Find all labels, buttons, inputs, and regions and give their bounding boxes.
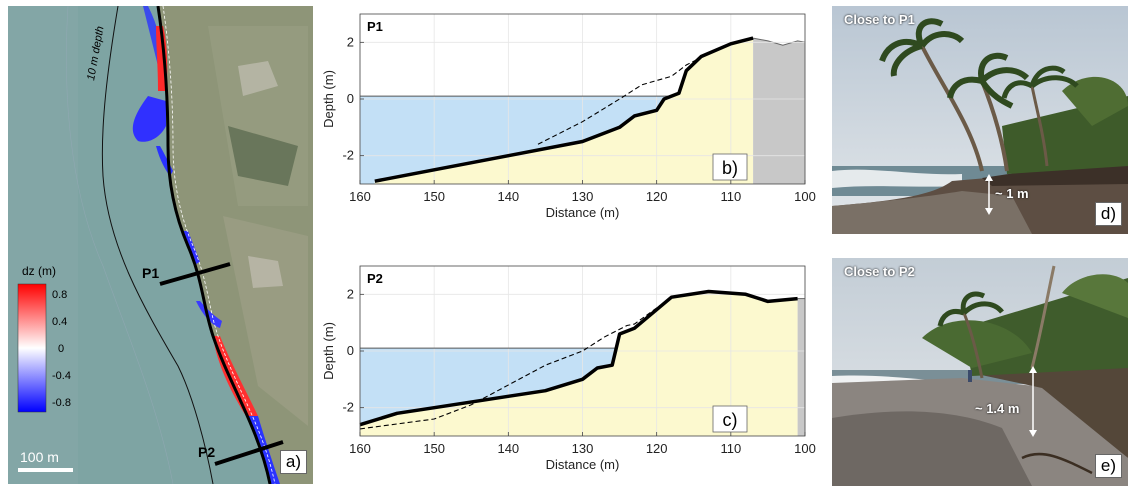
erosion-patch xyxy=(196,301,222,328)
erosion-scarp-height-p2: ~ 1.4 m xyxy=(975,401,1020,416)
erosion-patch xyxy=(183,231,200,264)
colorbar: dz (m) 0.8 0.4 0 -0.4 -0.8 xyxy=(17,264,71,413)
sand-fill xyxy=(374,38,754,184)
panel-letter: c) xyxy=(723,410,738,430)
aerial-map-panel: P1 P2 10 m depth dz (m) 0.8 0.4 0 -0.4 -… xyxy=(8,6,313,484)
panel-letter-box xyxy=(712,153,748,181)
shoreline xyxy=(156,6,272,484)
profile-label: P2 xyxy=(367,271,383,286)
x-tick-label: 150 xyxy=(423,441,445,456)
water-fill xyxy=(360,348,617,436)
panel-letter-a: a) xyxy=(279,450,307,474)
panel-letter-box xyxy=(712,405,748,433)
photo-title-p1: Close to P1 xyxy=(844,12,915,27)
beach-photo-p1 xyxy=(832,6,1128,234)
scale-bar-label: 100 m xyxy=(20,449,59,465)
colorbar-gradient xyxy=(17,283,47,413)
profile-chart-p2-svg: 160 150 140 130 120 110 100 -2 0 2 Distance (m) Dep… xyxy=(321,265,816,472)
post-storm-profile-line xyxy=(359,289,798,427)
photo-near-p2: Close to P2 ~ 1.4 m e) xyxy=(832,258,1128,486)
profile-label-p1: P1 xyxy=(142,265,159,281)
beach-photo-p2 xyxy=(832,258,1128,486)
erosion-scarp-height-p1: ~ 1 m xyxy=(995,186,1029,201)
water-fill xyxy=(360,96,672,184)
land-fill xyxy=(753,38,805,184)
profile-chart-p1: 160 150 140 130 120 110 100 -2 0 2 Distance (m) Dep… xyxy=(315,6,825,234)
profile-chart-p1-svg: 160 150 140 130 120 110 100 -2 0 2 Distance (m) Dep… xyxy=(321,13,816,220)
x-tick-label: 160 xyxy=(349,189,371,204)
y-tick-label: 2 xyxy=(347,286,354,301)
colorbar-tick: 0.8 xyxy=(52,289,67,301)
y-tick-label: 2 xyxy=(347,34,354,49)
x-tick-label: 150 xyxy=(423,189,445,204)
post-storm-profile-line xyxy=(374,36,754,183)
colorbar-title: dz (m) xyxy=(22,264,56,278)
x-tick-label: 140 xyxy=(497,441,519,456)
y-axis-label: Depth (m) xyxy=(321,322,336,380)
x-tick-label: 120 xyxy=(646,189,668,204)
y-tick-label: -2 xyxy=(342,148,354,163)
y-axis-label: Depth (m) xyxy=(321,70,336,128)
accretion-patch xyxy=(213,336,258,416)
y-tick-label: 0 xyxy=(347,91,354,106)
scale-bar-line xyxy=(18,468,73,472)
x-tick-label: 100 xyxy=(794,441,816,456)
profile-line-p1 xyxy=(159,262,231,286)
colorbar-tick: 0 xyxy=(58,343,64,355)
profile-line-p2 xyxy=(214,440,284,466)
x-tick-label: 130 xyxy=(572,441,594,456)
x-axis-label: Distance (m) xyxy=(546,457,620,472)
panel-letter-d: d) xyxy=(1094,202,1122,226)
x-tick-label: 100 xyxy=(794,189,816,204)
scale-bar: 100 m xyxy=(18,449,73,472)
profile-label: P1 xyxy=(367,19,383,34)
x-tick-label: 110 xyxy=(720,189,741,204)
y-tick-label: 0 xyxy=(347,343,354,358)
depth-contour-line xyxy=(101,6,214,484)
x-axis-label: Distance (m) xyxy=(546,205,620,220)
colorbar-tick: -0.4 xyxy=(52,370,71,382)
colorbar-tick: -0.8 xyxy=(52,397,71,409)
land-surface-line xyxy=(753,37,806,46)
x-tick-label: 160 xyxy=(349,441,371,456)
profile-chart-p2: 160 150 140 130 120 110 100 -2 0 2 Distance (m) Dep… xyxy=(315,258,825,486)
x-tick-label: 130 xyxy=(572,189,594,204)
profile-label-p2: P2 xyxy=(198,444,215,460)
panel-letter: b) xyxy=(722,158,738,178)
x-tick-label: 140 xyxy=(497,189,519,204)
erosion-patch xyxy=(132,96,166,142)
y-tick-label: -2 xyxy=(342,400,354,415)
aerial-map: P1 P2 10 m depth dz (m) 0.8 0.4 0 -0.4 -… xyxy=(8,6,313,484)
colorbar-tick: 0.4 xyxy=(52,316,67,328)
sand-fill xyxy=(360,291,798,436)
x-tick-label: 110 xyxy=(720,441,741,456)
panel-letter-e: e) xyxy=(1094,454,1122,478)
photo-title-p2: Close to P2 xyxy=(844,264,915,279)
land-fill xyxy=(797,298,805,436)
photo-near-p1: Close to P1 ~ 1 m d) xyxy=(832,6,1128,234)
x-tick-label: 120 xyxy=(646,441,668,456)
